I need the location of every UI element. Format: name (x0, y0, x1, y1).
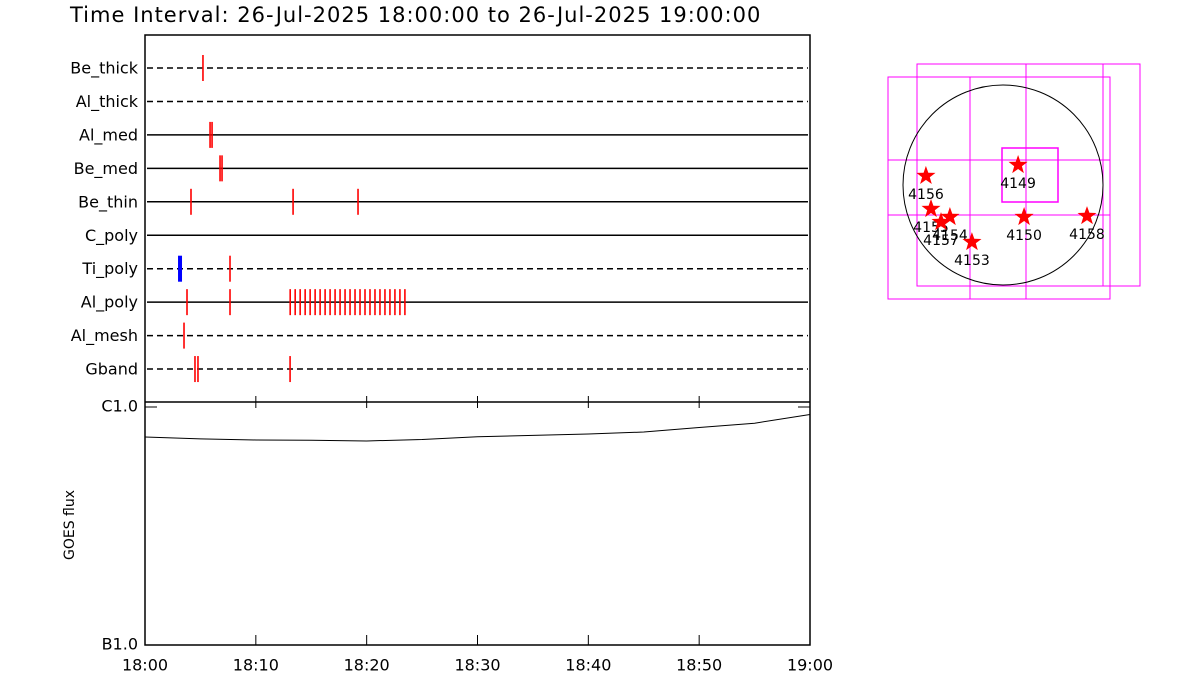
chart-title: Time Interval: 26-Jul-2025 18:00:00 to 2… (69, 3, 761, 27)
region-star (931, 212, 951, 231)
row-label: Be_med (74, 159, 138, 179)
row-label: Be_thin (78, 192, 138, 212)
row-label: Be_thick (70, 59, 138, 79)
x-tick-label: 18:40 (565, 656, 611, 675)
x-tick-label: 18:30 (454, 656, 500, 675)
row-label: Al_thick (76, 92, 139, 112)
fov-box (1001, 147, 1059, 203)
fov-box (916, 63, 1141, 287)
y-tick-label: C1.0 (101, 397, 138, 416)
region-star (916, 165, 936, 184)
region-star (962, 232, 982, 251)
region-star (1014, 207, 1034, 226)
region-star (1008, 155, 1028, 174)
region-label: 4153 (954, 253, 990, 269)
row-label: Ti_poly (81, 259, 138, 279)
x-tick-label: 19:00 (787, 656, 833, 675)
row-label: Gband (85, 360, 138, 379)
region-label: 4157 (923, 233, 959, 249)
x-tick-label: 18:00 (122, 656, 168, 675)
row-label: C_poly (85, 226, 138, 246)
y-tick-label: B1.0 (102, 635, 138, 654)
x-tick-label: 18:20 (344, 656, 390, 675)
row-label: Al_mesh (71, 326, 138, 346)
y-axis-label: GOES flux (62, 490, 78, 560)
plot-frame (144, 34, 811, 646)
region-star (1077, 206, 1097, 225)
solar-disk (902, 84, 1104, 286)
region-label: 4154 (932, 228, 968, 244)
x-tick-label: 18:10 (233, 656, 279, 675)
region-label: 4149 (1000, 176, 1036, 192)
goes-curve (144, 414, 811, 442)
row-label: Al_poly (81, 293, 138, 313)
region-star (921, 199, 941, 218)
sun-map (887, 63, 1141, 300)
row-label: Al_med (79, 125, 138, 145)
region-star (940, 207, 960, 226)
region-label: 4156 (908, 187, 944, 203)
region-label: 4150 (1006, 228, 1042, 244)
x-tick-label: 18:50 (676, 656, 722, 675)
fov-box (887, 76, 1111, 300)
region-label: 4158 (1069, 227, 1105, 243)
